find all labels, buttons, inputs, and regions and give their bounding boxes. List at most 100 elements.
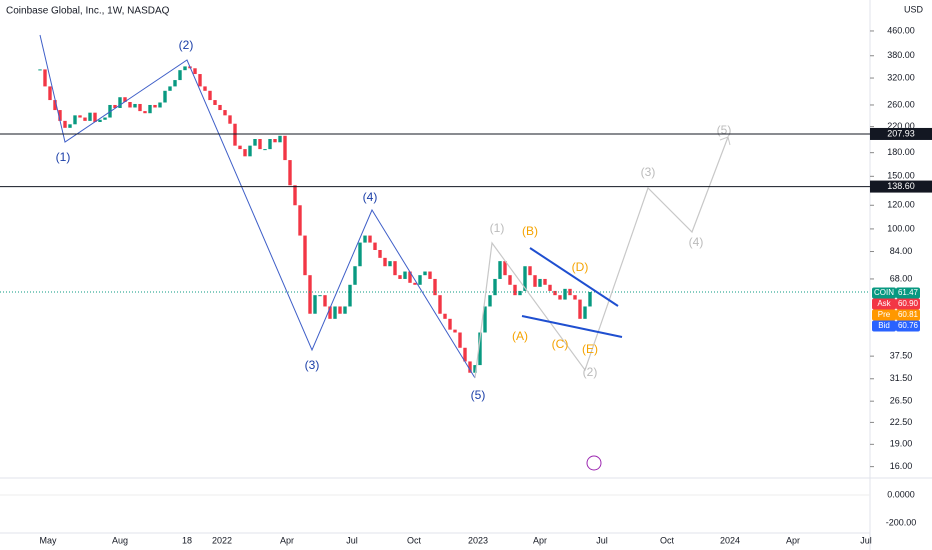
y-tick-label: 84.00 (890, 246, 913, 256)
triangle-line (529, 247, 619, 307)
candle (128, 102, 132, 108)
candle (268, 139, 272, 150)
candle (583, 306, 587, 319)
candle (208, 90, 212, 101)
y-tick-label: 120.00 (887, 200, 915, 210)
quote-badge (896, 320, 920, 332)
triangle-line (521, 315, 623, 338)
candle (578, 299, 582, 319)
candle (218, 104, 222, 111)
level-badge (870, 127, 932, 140)
x-tick-label: Oct (660, 535, 675, 545)
candle (543, 278, 547, 285)
x-tick-label: Jul (860, 535, 872, 545)
candle (53, 100, 57, 111)
candle (513, 284, 517, 296)
x-tick-label: Apr (280, 535, 294, 545)
candle (178, 70, 182, 81)
candle (458, 332, 462, 348)
candle (88, 112, 92, 121)
wave-label: (E) (582, 342, 598, 356)
candle (403, 271, 407, 279)
wave-label: (A) (512, 329, 528, 343)
candle (223, 110, 227, 116)
x-tick-label: Apr (533, 535, 547, 545)
x-tick-label: 2024 (720, 535, 740, 545)
candle (153, 104, 157, 108)
candle (463, 347, 467, 362)
level-label: 138.60 (887, 181, 915, 191)
wave-label: (4) (689, 235, 704, 249)
candle (338, 306, 342, 314)
candle (308, 275, 312, 314)
event-icon[interactable] (586, 455, 602, 471)
candle (158, 102, 162, 108)
y-tick-label: 100.00 (887, 223, 915, 233)
candle (148, 104, 152, 114)
level-label: 207.93 (887, 128, 915, 138)
candle (68, 124, 72, 128)
candle (413, 282, 417, 285)
candle (183, 66, 187, 71)
wave-label: (5) (471, 388, 486, 402)
candle (573, 295, 577, 300)
candle (368, 235, 372, 243)
candle (58, 110, 62, 121)
y-tick-label: 150.00 (887, 171, 915, 181)
candle (443, 313, 447, 319)
candle (358, 242, 362, 267)
candle (363, 235, 367, 243)
candle (563, 288, 567, 300)
candle (38, 69, 42, 71)
candle (123, 97, 127, 103)
y-tick-label: 19.00 (890, 439, 913, 449)
x-tick-label: 18 (182, 535, 192, 545)
candle (493, 278, 497, 296)
wave-drawings (39, 34, 731, 379)
quote-name: Ask (877, 299, 891, 308)
candles (0, 66, 870, 373)
candle (478, 332, 482, 366)
quote-badge (872, 287, 896, 299)
candle (553, 290, 557, 296)
quote-name: COIN (874, 288, 894, 297)
candle (43, 69, 47, 87)
quote-badge (896, 309, 920, 321)
candle (518, 290, 522, 296)
candle (378, 249, 382, 258)
wave-label: (B) (522, 224, 538, 238)
candle (238, 145, 242, 150)
wave-label: (2) (583, 365, 598, 379)
candle (418, 275, 422, 285)
y-tick-label: 220.00 (887, 121, 915, 131)
candle (313, 295, 317, 314)
candle (103, 117, 107, 120)
candle (273, 139, 277, 143)
candle (348, 284, 352, 307)
candle (498, 261, 502, 279)
candle (78, 115, 82, 118)
candle (353, 266, 357, 285)
candle (168, 86, 172, 91)
oscillator-tick: -200.00 (886, 517, 917, 527)
candle (118, 97, 122, 108)
y-tick-label: 380.00 (887, 50, 915, 60)
candle (488, 295, 492, 307)
candle (253, 139, 257, 146)
wave-label: (3) (305, 358, 320, 372)
candle (163, 90, 167, 103)
y-tick-label: 68.00 (890, 273, 913, 283)
candle (93, 112, 97, 123)
candle (203, 86, 207, 91)
quote-name: Pre (878, 310, 891, 319)
candle (138, 103, 142, 112)
x-tick-label: Apr (786, 535, 800, 545)
wave-line (39, 34, 476, 379)
x-tick-label: Aug (112, 535, 128, 545)
quote-value: 60.76 (898, 321, 919, 330)
x-tick-label: Jul (596, 535, 608, 545)
candle (263, 149, 267, 151)
candle (438, 295, 442, 314)
wave-label: (4) (363, 190, 378, 204)
quote-value: 61.47 (898, 288, 919, 297)
